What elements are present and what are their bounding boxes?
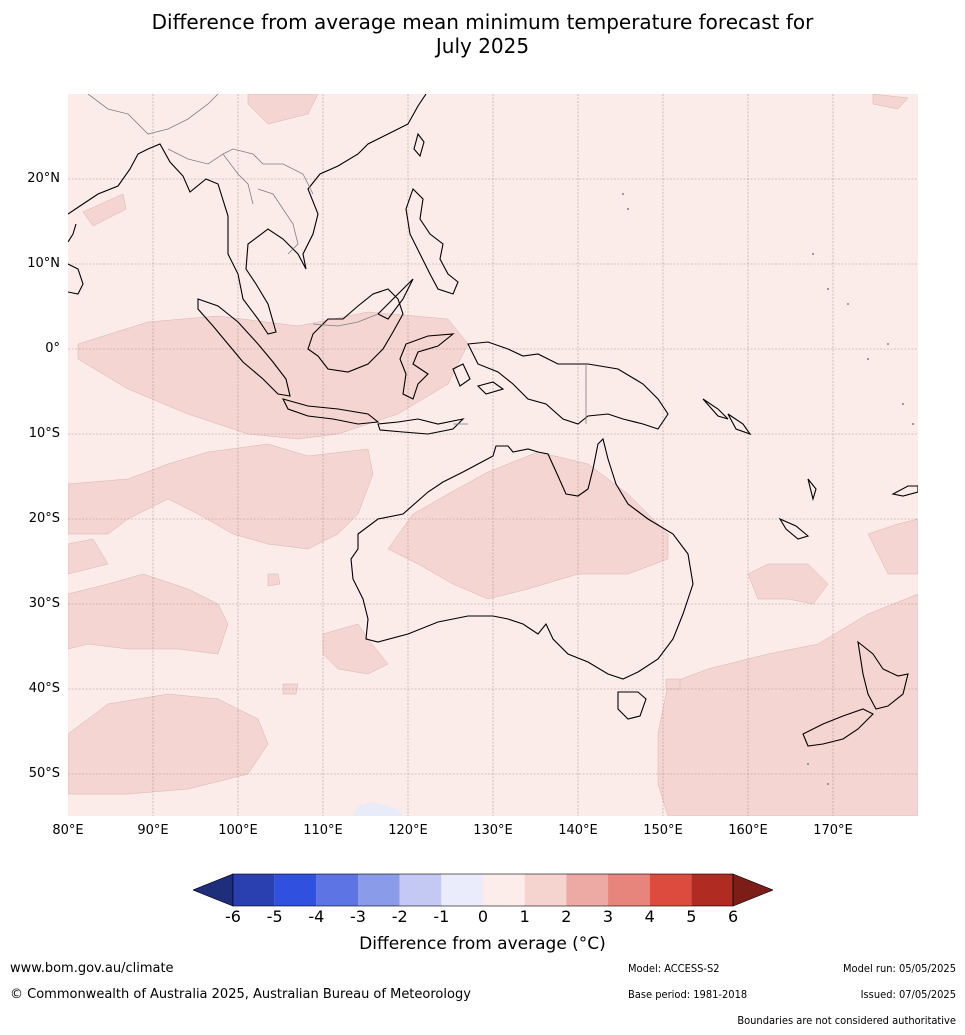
graticule xyxy=(68,94,918,816)
lon-label-170e: 170°E xyxy=(813,823,853,838)
lat-label-40s: 40°S xyxy=(28,681,60,696)
colorbar-tick-label: 2 xyxy=(561,907,572,926)
java-coastline xyxy=(281,398,380,425)
coastlines xyxy=(68,94,918,747)
boundaries-disclaimer: Boundaries are not considered authoritat… xyxy=(737,1014,956,1027)
lon-label-130e: 130°E xyxy=(473,823,513,838)
copyright-text: © Commonwealth of Australia 2025, Austra… xyxy=(10,987,471,1002)
colorbar-cell xyxy=(524,874,567,906)
colorbar-cell xyxy=(691,874,734,906)
colorbar-outline xyxy=(232,873,734,907)
colorbar-tick-label: 3 xyxy=(602,907,614,926)
colorbar-tick-label: 4 xyxy=(644,907,655,926)
lat-label-50s: 50°S xyxy=(28,766,60,781)
new-guinea-coastline xyxy=(467,341,669,430)
forecast-map xyxy=(68,94,918,816)
colorbar-tick-label: 0 xyxy=(477,907,489,926)
philippines-coastline xyxy=(405,187,459,295)
colorbar-tick-label: -2 xyxy=(391,907,408,926)
issued-date: Issued: 07/05/2025 xyxy=(860,988,956,1001)
sumatra-coastline xyxy=(197,298,291,397)
lon-label-100e: 100°E xyxy=(218,823,258,838)
colorbar-cell xyxy=(358,874,400,906)
lon-label-140e: 140°E xyxy=(558,823,598,838)
small-islands xyxy=(622,193,914,785)
lat-label-20n: 20°N xyxy=(27,171,60,186)
lat-label-20s: 20°S xyxy=(28,511,60,526)
lon-label-160e: 160°E xyxy=(728,823,768,838)
colorbar-cell xyxy=(274,874,317,906)
lat-label-0: 0° xyxy=(45,341,60,356)
lat-label-30s: 30°S xyxy=(28,596,60,611)
colorbar-extend-low xyxy=(193,873,234,907)
lon-label-150e: 150°E xyxy=(643,823,683,838)
colorbar-label: Difference from average (°C) xyxy=(359,934,606,954)
australia-coastline xyxy=(350,437,694,680)
map-title: Difference from average mean minimum tem… xyxy=(0,10,965,58)
website-link[interactable]: www.bom.gov.au/climate xyxy=(10,961,174,976)
colorbar-tick-label: -4 xyxy=(308,907,325,926)
asia-coastline xyxy=(68,94,427,335)
colorbar-cell xyxy=(608,874,650,906)
colorbar-tick-label: -1 xyxy=(433,907,450,926)
sulawesi-coastline xyxy=(399,333,455,400)
lon-label-120e: 120°E xyxy=(388,823,428,838)
anomaly-region-minus1-0 xyxy=(353,802,403,816)
title-line-1: Difference from average mean minimum tem… xyxy=(151,10,814,34)
new-zealand-north-coastline xyxy=(857,640,909,710)
colorbar-tick-label: -5 xyxy=(266,907,283,926)
colorbar-cell xyxy=(483,874,525,906)
colorbar-cell xyxy=(441,874,484,906)
colorbar-tick-label: -6 xyxy=(225,907,241,926)
lon-label-90e: 90°E xyxy=(137,823,169,838)
colorbar-cell xyxy=(566,874,609,906)
colorbar-extend-high xyxy=(732,873,773,907)
colorbar-cell xyxy=(649,874,692,906)
lat-label-10s: 10°S xyxy=(28,426,60,441)
colorbar-tick-label: 1 xyxy=(519,907,530,926)
colorbar-cell xyxy=(399,874,442,906)
base-period: Base period: 1981-2018 xyxy=(628,988,748,1001)
country-borders xyxy=(87,94,587,425)
lon-label-80e: 80°E xyxy=(52,823,84,838)
colorbar-tick-label: 6 xyxy=(727,907,739,926)
colorbar-tick-label: -3 xyxy=(350,907,366,926)
anomaly-regions-1-2 xyxy=(68,94,918,816)
model-run-date: Model run: 05/05/2025 xyxy=(843,962,956,975)
lon-label-110e: 110°E xyxy=(303,823,343,838)
tasmania-coastline xyxy=(617,691,647,720)
colorbar-tick-label: 5 xyxy=(686,907,697,926)
title-line-2: July 2025 xyxy=(435,34,530,58)
new-zealand-south-coastline xyxy=(802,708,874,747)
borneo-coastline xyxy=(307,288,404,373)
colorbar-cell xyxy=(316,874,359,906)
lat-label-10n: 10°N xyxy=(27,256,60,271)
colorbar-cells xyxy=(193,873,773,907)
colorbar-cell xyxy=(233,874,275,906)
model-name: Model: ACCESS-S2 xyxy=(628,962,720,975)
colorbar xyxy=(193,873,773,907)
